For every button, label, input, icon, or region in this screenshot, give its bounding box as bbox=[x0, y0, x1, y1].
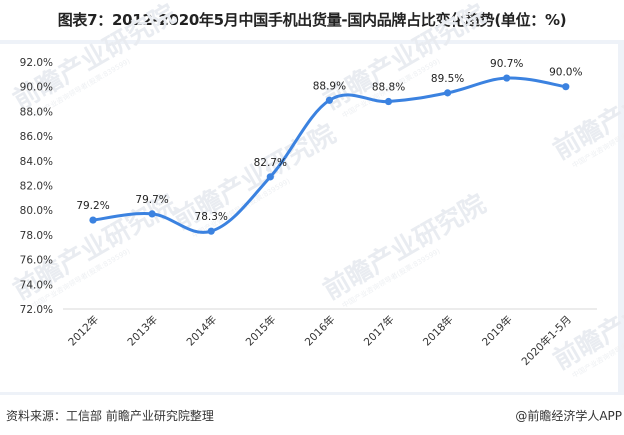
data-labels: 79.2% 79.7% 78.3% 82.7% 88.9% 88.8% 89.5% 90.7%… bbox=[76, 58, 582, 223]
y-tick-label: 72.0% bbox=[20, 304, 53, 316]
y-tick-label: 82.0% bbox=[20, 181, 53, 193]
x-tick-label: 2014年 bbox=[184, 313, 220, 349]
x-tick-label: 2017年 bbox=[361, 313, 397, 349]
data-label: 89.5% bbox=[431, 73, 464, 85]
data-label: 79.2% bbox=[76, 200, 109, 212]
y-tick-label: 76.0% bbox=[20, 255, 53, 267]
x-axis: 2012年 2013年 2014年 2015年 2016年 2017年 2018年 2019年… bbox=[66, 313, 574, 368]
y-axis: 92.0% 90.0% 88.0% 86.0% 84.0% 82.0% 80.0% 78.0%… bbox=[20, 57, 53, 316]
data-label: 88.9% bbox=[313, 80, 346, 92]
data-label: 82.7% bbox=[254, 157, 287, 169]
data-point bbox=[503, 74, 511, 82]
data-label: 90.0% bbox=[549, 67, 582, 79]
y-tick-label: 80.0% bbox=[20, 205, 53, 217]
data-label: 90.7% bbox=[490, 58, 523, 70]
data-label: 88.8% bbox=[372, 82, 405, 94]
data-point bbox=[384, 97, 393, 106]
y-tick-label: 78.0% bbox=[20, 230, 53, 242]
data-point bbox=[325, 96, 333, 104]
data-markers bbox=[89, 74, 570, 235]
y-tick-label: 90.0% bbox=[20, 82, 53, 94]
data-point bbox=[207, 227, 215, 235]
svg-text:前瞻产业研究院: 前瞻产业研究院 bbox=[548, 258, 624, 376]
y-tick-label: 84.0% bbox=[20, 156, 53, 168]
source-note: 资料来源：工信部 前瞻产业研究院整理 bbox=[6, 409, 214, 423]
data-label: 78.3% bbox=[195, 211, 228, 223]
x-tick-label: 2018年 bbox=[420, 313, 456, 349]
x-tick-label: 2019年 bbox=[479, 313, 515, 349]
chart-title: 图表7：2012-2020年5月中国手机出货量-国内品牌占比变化趋势(单位：%) bbox=[57, 11, 567, 29]
y-tick-label: 86.0% bbox=[20, 131, 53, 143]
y-tick-label: 88.0% bbox=[20, 106, 53, 118]
data-label: 79.7% bbox=[135, 194, 168, 206]
y-tick-label: 92.0% bbox=[20, 57, 53, 69]
data-point bbox=[266, 173, 274, 181]
x-tick-label: 2015年 bbox=[243, 313, 279, 349]
x-tick-label: 2012年 bbox=[66, 313, 102, 349]
data-point bbox=[562, 83, 570, 91]
data-line bbox=[91, 76, 568, 234]
data-point bbox=[444, 89, 452, 97]
x-tick-label: 2013年 bbox=[125, 313, 161, 349]
x-tick-label: 2016年 bbox=[302, 313, 338, 349]
data-point bbox=[148, 210, 156, 218]
credit-note: @前瞻经济学人APP bbox=[515, 409, 622, 423]
svg-text:前瞻产业研究院: 前瞻产业研究院 bbox=[318, 188, 491, 306]
y-tick-label: 74.0% bbox=[20, 279, 53, 291]
data-point bbox=[89, 216, 97, 224]
